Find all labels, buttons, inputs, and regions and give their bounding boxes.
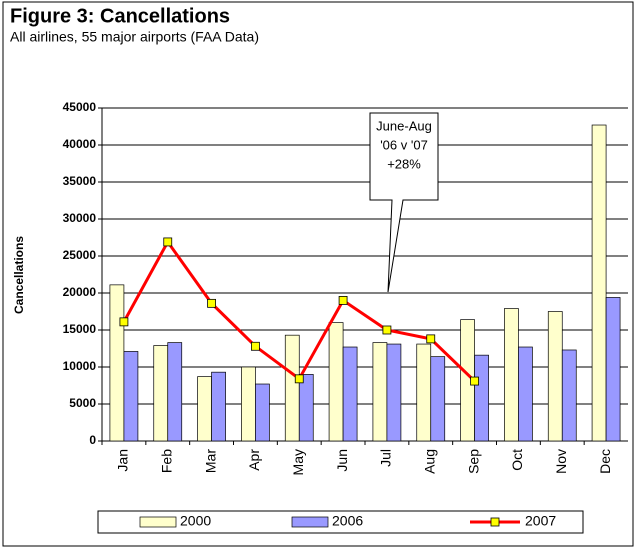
legend-box	[97, 510, 584, 534]
x-tick-label: Oct	[509, 449, 525, 471]
y-tick-label: 0	[89, 433, 96, 447]
bar	[211, 371, 226, 442]
x-tick-label: Jun	[334, 449, 350, 472]
x-tick-label: Nov	[553, 449, 569, 474]
x-tick-label: Apr	[246, 449, 262, 471]
x-tick-label: Feb	[158, 449, 174, 473]
legend-label: 2000	[180, 513, 211, 529]
bar	[241, 366, 256, 442]
legend-label: 2007	[525, 513, 556, 529]
y-tick-label: 5000	[69, 396, 96, 410]
x-tick-label: Dec	[597, 449, 613, 474]
x-tick-label: Mar	[202, 449, 218, 473]
legend-label: 2006	[332, 513, 363, 529]
bar	[547, 311, 563, 442]
y-tick-label: 45000	[63, 100, 97, 114]
bar	[504, 308, 519, 442]
x-tick-label: Aug	[421, 449, 437, 474]
annotation: '06 v '07	[380, 137, 428, 152]
bar	[605, 297, 621, 442]
legend-swatch	[291, 516, 329, 528]
marker	[251, 341, 260, 351]
bar	[342, 346, 358, 442]
marker	[338, 295, 348, 305]
y-tick-label: 35000	[63, 174, 97, 188]
bar	[197, 376, 212, 442]
legend-swatch	[139, 516, 177, 528]
y-tick-label: 15000	[63, 322, 97, 336]
chart-subtitle: All airlines, 55 major airports (FAA Dat…	[10, 29, 259, 45]
marker	[119, 317, 129, 327]
chart-title: Figure 3: Cancellations	[10, 5, 230, 27]
bar	[416, 343, 432, 442]
bar	[153, 345, 169, 442]
bar	[284, 334, 300, 442]
bar	[255, 383, 270, 442]
bar	[372, 342, 388, 442]
x-tick-label: Sep	[465, 449, 481, 474]
bar	[474, 354, 489, 442]
y-axis-label: Cancellations	[12, 236, 26, 314]
y-tick-label: 10000	[63, 359, 97, 373]
bar	[328, 322, 344, 442]
marker	[163, 237, 173, 247]
bar	[167, 342, 183, 442]
x-tick-label: Jul	[378, 449, 394, 467]
y-tick-label: 25000	[63, 248, 97, 262]
bar	[386, 343, 402, 442]
y-tick-label: 20000	[63, 285, 97, 299]
marker	[294, 374, 304, 384]
bar	[518, 346, 533, 442]
legend-marker	[490, 517, 500, 527]
bar	[109, 284, 125, 442]
bar	[430, 356, 446, 442]
bar	[591, 124, 607, 442]
bar	[123, 351, 139, 442]
marker	[382, 325, 392, 335]
bar	[561, 349, 577, 442]
annotation: June-Aug	[376, 118, 432, 133]
callout	[369, 112, 439, 293]
x-tick-label: Jan	[115, 449, 131, 472]
bar	[298, 374, 314, 442]
annotation: +28%	[387, 156, 421, 171]
y-tick-label: 30000	[63, 211, 97, 225]
marker	[470, 376, 479, 386]
x-tick-label: May	[290, 449, 306, 475]
marker	[207, 298, 216, 308]
y-tick-label: 40000	[63, 137, 97, 151]
marker	[426, 334, 436, 344]
